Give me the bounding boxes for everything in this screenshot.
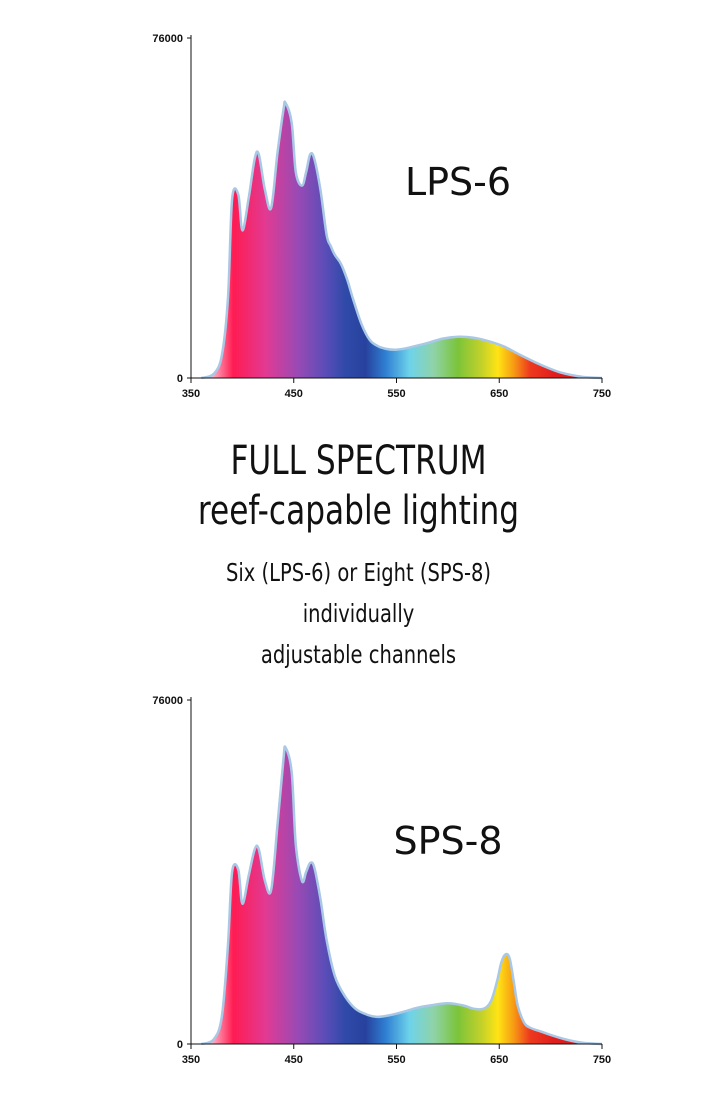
spectrum-outline (200, 100, 603, 380)
x-tick-label: 650 (490, 1054, 508, 1066)
sps-8-spectrum-chart: 350 450 550 650 750 0 76000 SPS-8 (152, 695, 611, 1066)
chart-title: LPS-6 (405, 160, 511, 204)
headline-line-1: FULL SPECTRUM (230, 438, 487, 484)
y-tick-label: 76000 (152, 695, 183, 707)
x-tick-label: 350 (182, 388, 200, 400)
y-tick-label: 76000 (152, 33, 183, 45)
x-tick-label: 350 (182, 1054, 200, 1066)
subheadline-line-3: adjustable channels (260, 640, 457, 669)
lps-6-spectrum-chart: 350 450 550 650 750 0 76000 LPS-6 (152, 33, 611, 400)
x-tick-label: 450 (285, 1054, 303, 1066)
x-tick-label: 550 (387, 1054, 405, 1066)
subheadline-line-2: individually (302, 599, 415, 628)
x-tick-label: 750 (593, 388, 611, 400)
spectrum-area (201, 101, 603, 378)
subheadline-line-1: Six (LPS-6) or Eight (SPS-8) (225, 558, 492, 587)
x-tick-label: 750 (593, 1054, 611, 1066)
x-tick-label: 550 (387, 388, 405, 400)
y-tick-label: 0 (177, 1039, 183, 1051)
headline-line-2: reef-capable lighting (197, 488, 520, 534)
chart-title: SPS-8 (393, 819, 502, 863)
y-tick-label: 0 (177, 373, 183, 385)
spectrum-outline (200, 745, 603, 1046)
x-tick-label: 450 (285, 388, 303, 400)
x-tick-label: 650 (490, 388, 508, 400)
spectrum-area (201, 746, 603, 1044)
